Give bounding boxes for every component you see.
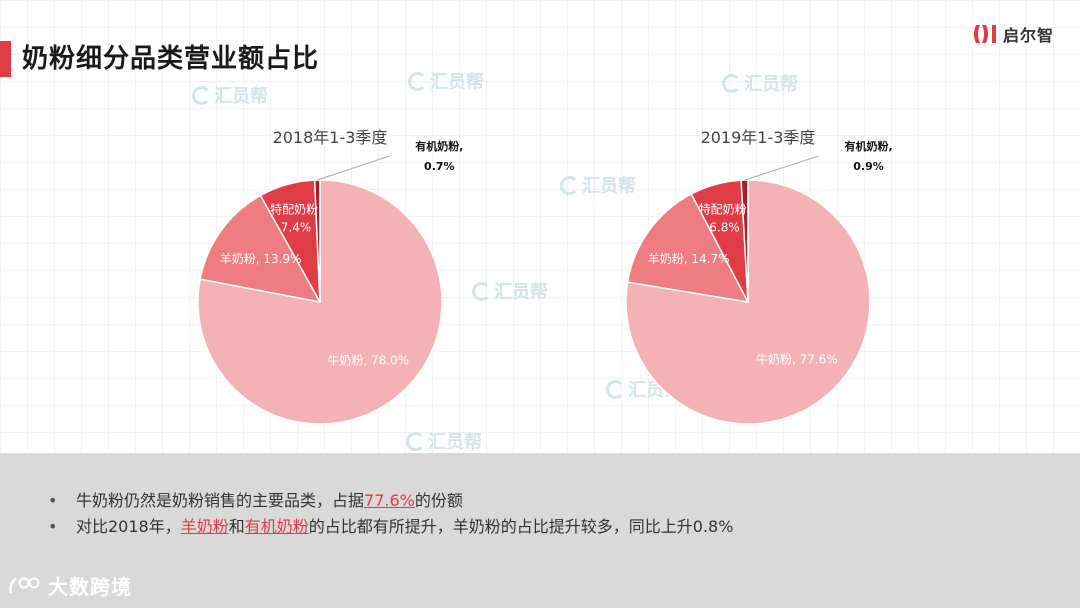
note-text: 的占比都有所提升，羊奶粉的占比提升较多，同比上升0.8% (308, 517, 734, 536)
notes-list: 牛奶粉仍然是奶粉销售的主要品类，占据77.6%的份额 对比2018年，羊奶粉和有… (48, 488, 733, 540)
leader-line (317, 155, 390, 181)
note-text: 的份额 (414, 491, 463, 510)
watermark-text: 汇员帮 (494, 282, 548, 303)
watermark: 汇员帮 (408, 68, 484, 94)
watermark: 汇员帮 (472, 278, 548, 304)
title-accent-bar (0, 41, 11, 77)
slice-label: 特配奶粉, 6.8% (699, 201, 751, 234)
watermark-logo-icon (560, 175, 579, 195)
note-item: 牛奶粉仍然是奶粉销售的主要品类，占据77.6%的份额 (48, 488, 733, 514)
footer-brand-text: 大数跨境 (48, 575, 132, 599)
note-highlight: 羊奶粉 (180, 517, 229, 536)
slice-label: 羊奶粉, 13.9% (220, 251, 302, 266)
note-text: 和 (228, 517, 245, 536)
watermark-logo-icon (606, 379, 625, 399)
pie-slice-2 (199, 194, 322, 304)
note-text: 牛奶粉仍然是奶粉销售的主要品类，占据 (76, 491, 365, 510)
watermark-text: 汇员帮 (430, 72, 484, 93)
note-item: 对比2018年，羊奶粉和有机奶粉的占比都有所提升，羊奶粉的占比提升较多，同比上升… (48, 514, 733, 540)
footer-brand: 大数跨境 (8, 571, 132, 600)
watermark-logo-icon (722, 73, 741, 93)
slice-label-external: 有机奶粉, 0.7% (415, 139, 463, 173)
company-logo-text: 启尔智 (1002, 26, 1054, 45)
note-highlight: 有机奶粉 (244, 517, 309, 536)
slice-label-external: 有机奶粉, 0.9% (844, 139, 892, 173)
watermark-logo-icon (406, 431, 425, 451)
slice-label: 特配奶粉, 7.4% (270, 201, 322, 234)
chart-title: 2019年1-3季度 (701, 128, 816, 147)
slice-label: 牛奶粉, 78.0% (327, 352, 409, 367)
watermark-logo-icon (408, 71, 427, 91)
watermark-logo-icon (472, 281, 491, 301)
watermark-text: 汇员帮 (744, 74, 798, 95)
watermark-logo-icon (192, 85, 211, 105)
pie-slice-2 (626, 192, 750, 303)
brand-logo-icon (8, 575, 40, 597)
watermark-text: 汇员帮 (582, 176, 636, 197)
page-title: 奶粉细分品类营业额占比 (22, 44, 320, 74)
leader-line (744, 155, 819, 181)
watermark: 汇员帮 (722, 70, 798, 96)
note-highlight: 77.6% (364, 491, 415, 510)
watermark: 汇员帮 (560, 172, 636, 198)
watermark: 汇员帮 (192, 82, 268, 108)
note-text: 对比2018年， (76, 517, 181, 536)
chart-title: 2018年1-3季度 (273, 128, 388, 147)
grid-background (0, 0, 1080, 453)
watermark-text: 汇员帮 (428, 432, 482, 453)
company-logo: 启尔智 (972, 22, 1054, 46)
watermark-text: 汇员帮 (214, 86, 268, 107)
slice-label: 羊奶粉, 14.7% (648, 251, 730, 266)
slice-label: 牛奶粉, 77.6% (756, 352, 838, 367)
watermark: 汇员帮 (406, 428, 482, 454)
company-logo-icon (972, 23, 1000, 45)
footer-panel: 牛奶粉仍然是奶粉销售的主要品类，占据77.6%的份额 对比2018年，羊奶粉和有… (0, 453, 1080, 608)
